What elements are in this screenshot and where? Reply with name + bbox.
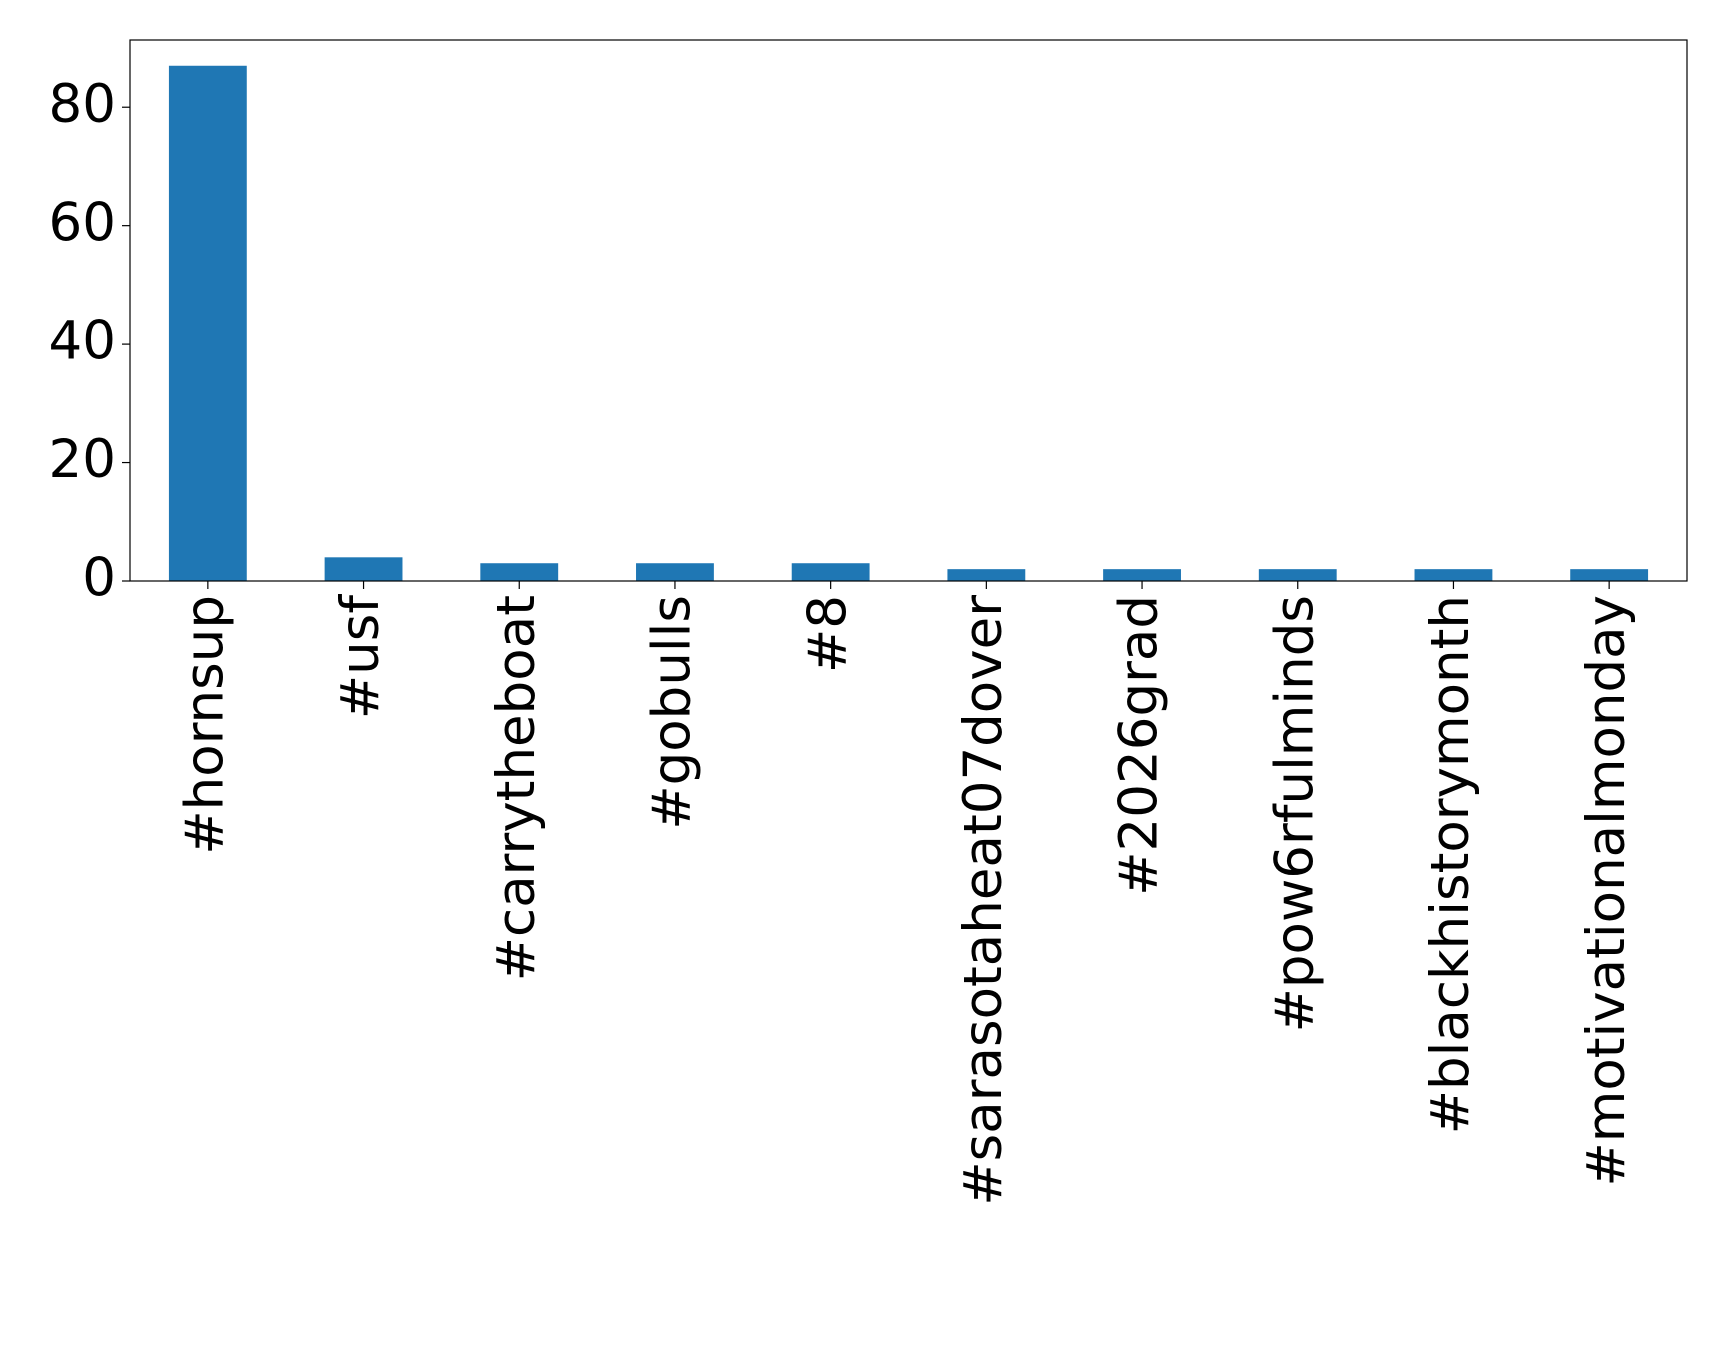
x-tick-label: #gobulls xyxy=(642,595,703,830)
y-tick-label: 0 xyxy=(82,548,116,609)
y-tick-label: 40 xyxy=(49,311,116,372)
y-tick-label: 20 xyxy=(49,429,116,490)
bar xyxy=(947,569,1026,581)
bar xyxy=(480,563,559,581)
bar xyxy=(636,563,714,581)
x-tick-label: #blackhistorymonth xyxy=(1420,595,1481,1134)
bar xyxy=(1258,569,1337,581)
bar xyxy=(1414,569,1493,581)
bar xyxy=(324,557,403,581)
y-tick-label: 60 xyxy=(49,192,116,253)
x-tick-label: #sarasotaheat07dover xyxy=(953,595,1014,1206)
bar xyxy=(1103,569,1181,581)
x-tick-label: #carrytheboat xyxy=(486,595,547,981)
x-tick-label: #pow6rfulminds xyxy=(1264,595,1325,1033)
y-tick-label: 80 xyxy=(49,74,116,135)
x-tick-label: #motivationalmonday xyxy=(1576,595,1637,1187)
plot-frame xyxy=(129,39,1688,582)
x-tick-label: #hornsup xyxy=(174,595,235,855)
bar xyxy=(1570,569,1649,581)
x-tick-label: #2026grad xyxy=(1109,595,1170,896)
bar xyxy=(791,563,870,581)
x-tick-label: #usf xyxy=(330,594,391,720)
x-tick-label: #8 xyxy=(797,595,858,673)
bar xyxy=(168,65,247,581)
